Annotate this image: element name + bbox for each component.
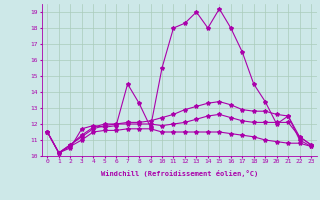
X-axis label: Windchill (Refroidissement éolien,°C): Windchill (Refroidissement éolien,°C) <box>100 170 258 177</box>
